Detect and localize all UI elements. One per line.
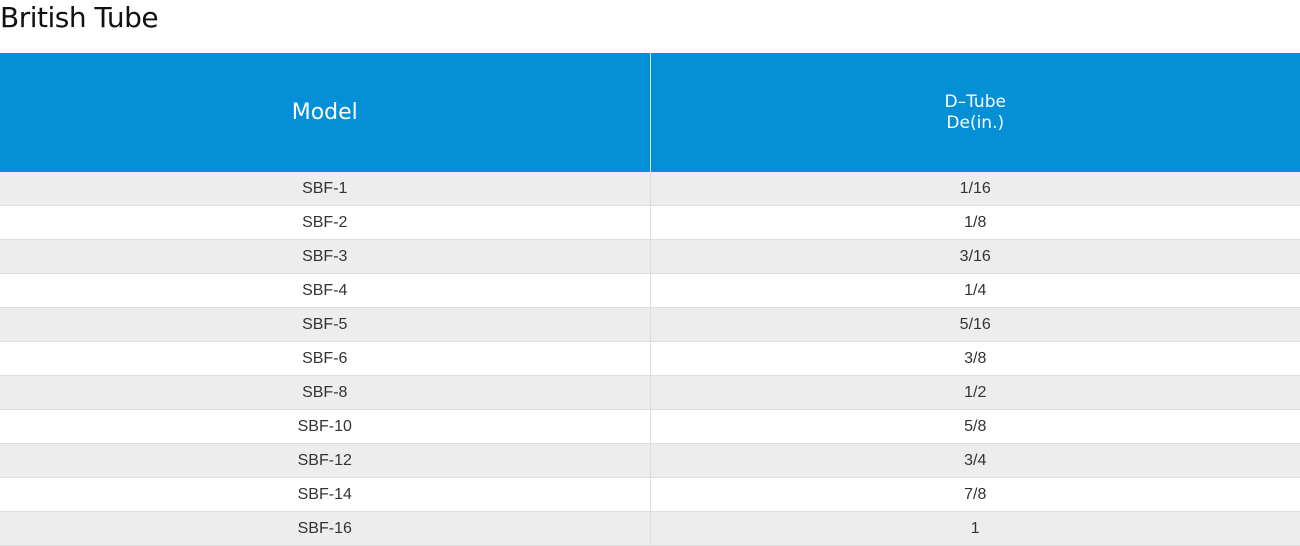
table-row: SBF-12 3/4 (0, 443, 1300, 478)
table-cell: 3/16 (650, 239, 1300, 274)
table-row: SBF-6 3/8 (0, 341, 1300, 376)
table-cell: SBF-5 (0, 307, 651, 342)
page-title: British Tube (0, 1, 159, 34)
table-cell: SBF-3 (0, 239, 651, 274)
header-text: Model (291, 100, 358, 125)
data-table: Model D–Tube De(in.) SBF-1 1/16 SBF-2 1/8 SBF-… (0, 53, 1300, 546)
table-cell: SBF-2 (0, 205, 651, 240)
table-cell: 1/16 (650, 172, 1300, 206)
table-row: SBF-14 7/8 (0, 477, 1300, 512)
table-row: SBF-5 5/16 (0, 307, 1300, 342)
table-cell: 1/4 (650, 273, 1300, 308)
table-cell: SBF-12 (0, 443, 651, 478)
table-row: SBF-10 5/8 (0, 409, 1300, 444)
table-cell: 3/8 (650, 341, 1300, 376)
table-cell: 1/2 (650, 375, 1300, 410)
table-row: SBF-3 3/16 (0, 239, 1300, 274)
table-row: SBF-16 1 (0, 511, 1300, 546)
table-cell: SBF-16 (0, 511, 651, 546)
table-cell: 1/8 (650, 205, 1300, 240)
column-header: Model (0, 53, 651, 172)
table-cell: 7/8 (650, 477, 1300, 512)
table-cell: 5/8 (650, 409, 1300, 444)
table-cell: SBF-10 (0, 409, 651, 444)
table-cell: 5/16 (650, 307, 1300, 342)
header-text: D–Tube (944, 91, 1006, 112)
header-text: De(in.) (946, 112, 1005, 133)
table-cell: 1 (650, 511, 1300, 546)
table-cell: SBF-8 (0, 375, 651, 410)
table-row: SBF-4 1/4 (0, 273, 1300, 308)
table-cell: SBF-6 (0, 341, 651, 376)
table-cell: SBF-14 (0, 477, 651, 512)
table-row: SBF-1 1/16 (0, 172, 1300, 206)
table-row: SBF-2 1/8 (0, 205, 1300, 240)
table-cell: 3/4 (650, 443, 1300, 478)
header-row: Model D–Tube De(in.) (0, 53, 1300, 172)
table-row: SBF-8 1/2 (0, 375, 1300, 410)
column-header: D–Tube De(in.) (650, 53, 1300, 172)
table-cell: SBF-1 (0, 172, 651, 206)
table-cell: SBF-4 (0, 273, 651, 308)
